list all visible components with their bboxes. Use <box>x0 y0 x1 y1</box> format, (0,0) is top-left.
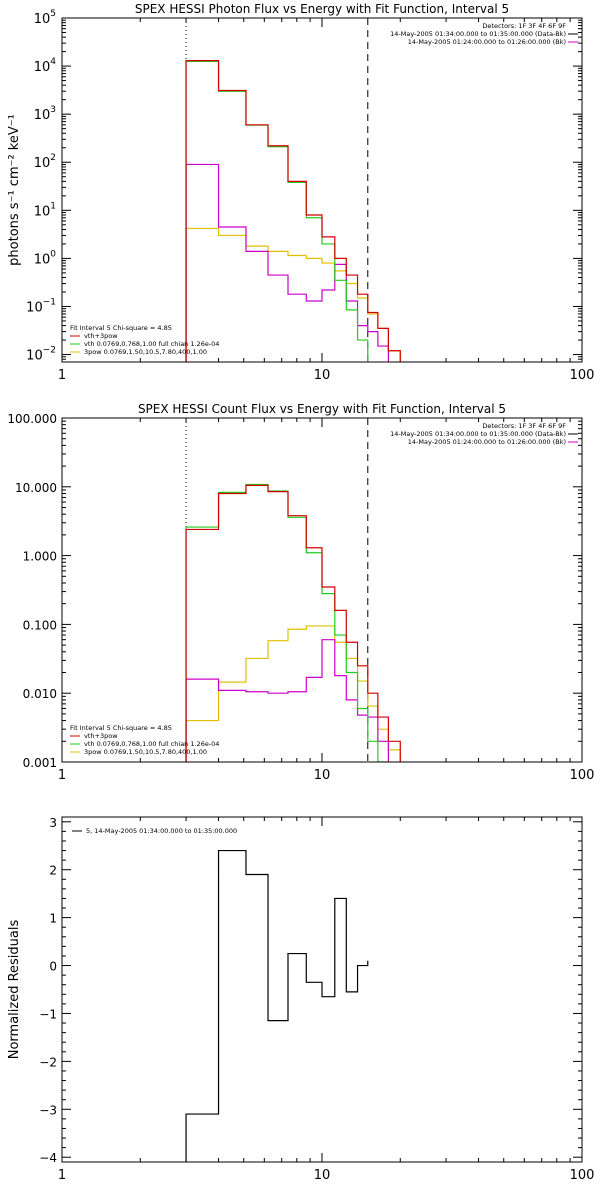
photon-y-tick-exp: −2 <box>43 346 56 356</box>
residuals-y-tick-label: 1 <box>49 912 57 926</box>
photon-ylabel: photons s⁻¹ cm⁻² keV⁻¹ <box>7 114 22 266</box>
count-panel: SPEX HESSI Count Flux vs Energy with Fit… <box>7 402 595 783</box>
residuals-y-tick-label: 2 <box>49 864 57 878</box>
photon-x-tick-label: 100 <box>570 368 595 383</box>
photon-panel: SPEX HESSI Photon Flux vs Energy with Fi… <box>7 2 595 383</box>
residuals-y-tick-label: −1 <box>39 1007 57 1021</box>
residuals-x-tick-label: 10 <box>314 1168 331 1183</box>
photon-series <box>185 60 401 362</box>
residuals-legend: 5, 14-May-2005 01:34:00.000 to 01:35:00.… <box>72 827 237 835</box>
count-series <box>185 483 401 762</box>
photon-y-tick-exp: 5 <box>50 9 56 19</box>
photon-y-tick-base: 10 <box>34 156 51 171</box>
residuals-frame <box>61 816 583 1163</box>
residuals-legend-item: 5, 14-May-2005 01:34:00.000 to 01:35:00.… <box>86 827 237 835</box>
photon-x-tick-label: 1 <box>58 368 66 383</box>
photon-legend-item: vth 0.0769,0.768,1.00 full chian 1.26e-0… <box>84 340 219 348</box>
count-legend: Fit Interval 5 Chi-square = 4.85vth+3pow… <box>70 724 219 756</box>
count-frame <box>61 417 583 763</box>
count-legend-item: 3pow 0.0769,1.50,10.5,7.80,400,1.00 <box>84 748 207 756</box>
residuals-panel: Normalized Residuals 1 10 100 −4 −3 −2 −1 0 1 2 3 5,… <box>7 816 595 1183</box>
count-y-tick-label: 100.000 <box>7 412 57 426</box>
count-x-tick-label: 10 <box>314 768 331 783</box>
count-header-line: 14-May-2005 01:34:00.000 to 01:35:00.000… <box>390 430 566 438</box>
photon-header-line: 14-May-2005 01:24:00.000 to 01:26:00.000… <box>408 38 566 46</box>
photon-y-tick-base: 10 <box>26 300 43 315</box>
count-header-line: 14-May-2005 01:24:00.000 to 01:26:00.000… <box>408 438 566 446</box>
photon-x-ticks <box>61 18 571 362</box>
photon-y-tick-label: 101 <box>34 201 56 219</box>
count-legend-item: vth 0.0769,0.768,1.00 full chian 1.26e-0… <box>84 740 219 748</box>
count-x-ticks <box>61 418 571 762</box>
photon-y-tick-label: 10−1 <box>26 297 56 315</box>
residuals-y-tick-label: −4 <box>39 1151 57 1165</box>
photon-y-tick-label: 104 <box>34 57 57 75</box>
photon-y-tick-label: 10−2 <box>26 346 56 364</box>
photon-y-tick-base: 10 <box>34 204 51 219</box>
count-series-total <box>185 484 401 762</box>
count-title: SPEX HESSI Count Flux vs Energy with Fit… <box>138 402 506 416</box>
photon-y-tick-exp: 4 <box>50 57 56 67</box>
photon-legend-item: vth+3pow <box>84 332 118 340</box>
residuals-y-tick-label: 3 <box>49 816 57 830</box>
residuals-x-tick-label: 1 <box>58 1168 66 1183</box>
photon-y-tick-exp: 2 <box>50 153 56 163</box>
residuals-y-ticks <box>62 821 582 1158</box>
residuals-series-residual <box>185 849 369 1162</box>
photon-y-tick-label: 102 <box>34 153 56 171</box>
count-y-tick-label: 0.001 <box>23 756 57 770</box>
residuals-ylabel: Normalized Residuals <box>7 920 22 1060</box>
photon-y-tick-label: 100 <box>34 249 57 267</box>
photon-y-tick-exp: 3 <box>50 105 56 115</box>
photon-series-powerlaw <box>185 227 401 362</box>
residuals-y-tick-label: −2 <box>39 1055 57 1069</box>
photon-frame <box>61 17 583 363</box>
photon-header-line: Detectors: 1F 3F 4F 6F 9F <box>482 22 566 30</box>
photon-y-tick-label: 103 <box>34 105 56 123</box>
photon-y-ticks <box>62 17 582 363</box>
photon-series-thermal <box>185 60 369 362</box>
photon-y-tick-base: 10 <box>34 108 51 123</box>
photon-series-total <box>185 60 401 362</box>
count-y-tick-label: 1.000 <box>23 550 57 564</box>
residuals-series <box>185 849 369 1162</box>
photon-y-tick-base: 10 <box>34 12 51 27</box>
photon-y-tick-base: 10 <box>34 60 51 75</box>
photon-legend: Fit Interval 5 Chi-square = 4.85vth+3pow… <box>70 324 219 356</box>
photon-legend-item: Fit Interval 5 Chi-square = 4.85 <box>70 324 172 332</box>
photon-series-background <box>185 163 389 362</box>
count-y-tick-label: 10.000 <box>15 481 57 495</box>
photon-y-tick-base: 10 <box>26 349 43 364</box>
count-legend-item: vth+3pow <box>84 732 118 740</box>
photon-legend-item: 3pow 0.0769,1.50,10.5,7.80,400,1.00 <box>84 348 207 356</box>
count-y-tick-label: 0.010 <box>23 687 57 701</box>
photon-y-tick-base: 10 <box>34 252 51 267</box>
residuals-x-ticks <box>61 817 571 1162</box>
count-header-line: Detectors: 1F 3F 4F 6F 9F <box>482 422 566 430</box>
photon-header-line: 14-May-2005 01:34:00.000 to 01:35:00.000… <box>390 30 566 38</box>
photon-x-tick-label: 10 <box>314 368 331 383</box>
count-x-tick-label: 1 <box>58 768 66 783</box>
photon-title: SPEX HESSI Photon Flux vs Energy with Fi… <box>135 2 509 16</box>
count-legend-item: Fit Interval 5 Chi-square = 4.85 <box>70 724 172 732</box>
count-y-tick-label: 0.100 <box>23 618 57 632</box>
residuals-x-tick-label: 100 <box>570 1168 595 1183</box>
photon-y-tick-exp: 1 <box>50 201 56 211</box>
residuals-y-tick-label: 0 <box>49 960 57 974</box>
photon-y-tick-exp: 0 <box>50 249 56 259</box>
photon-y-tick-label: 105 <box>34 9 56 27</box>
photon-y-tick-exp: −1 <box>43 297 56 307</box>
residuals-y-tick-label: −3 <box>39 1103 57 1117</box>
count-x-tick-label: 100 <box>570 768 595 783</box>
